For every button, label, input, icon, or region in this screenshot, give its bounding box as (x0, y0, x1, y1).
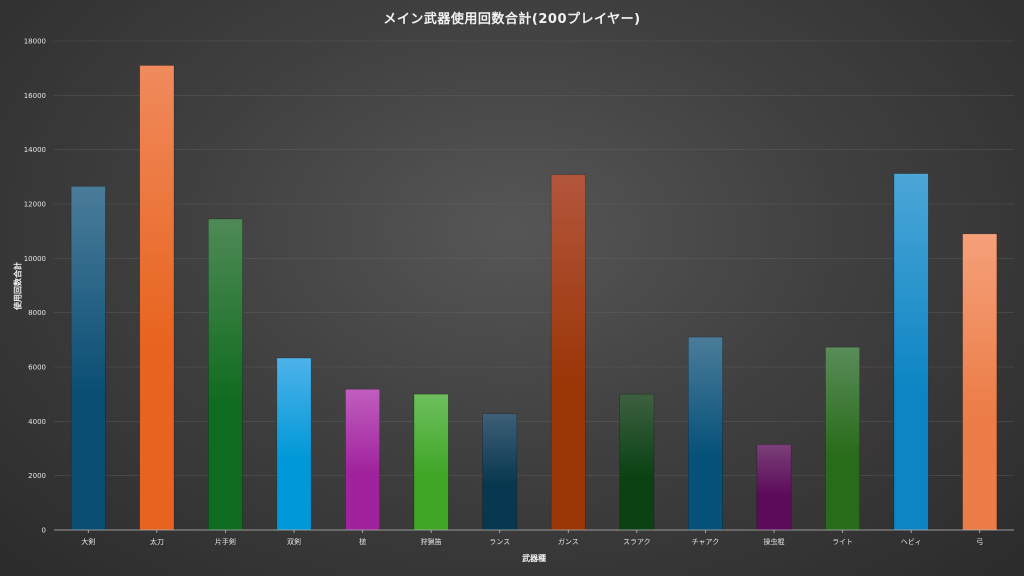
bar-ライト (825, 346, 861, 531)
y-tick-labels: 0 2000 4000 6000 8000 10000 12000 14000 16000 180… (24, 38, 46, 535)
bar-スラアク (619, 393, 655, 531)
y-tick-label: 4000 (28, 418, 46, 426)
x-tick-label: 太刀 (150, 537, 164, 546)
bar-ランス (482, 413, 518, 531)
y-tick-label: 10000 (24, 255, 46, 263)
y-tick-label: 2000 (28, 472, 46, 480)
x-tick-label: 操虫棍 (764, 537, 785, 546)
bar-弓 (962, 233, 998, 531)
x-tick-label: 大剣 (81, 537, 95, 546)
y-tick-label: 0 (42, 527, 46, 535)
bar-太刀 (139, 65, 175, 531)
x-tick-label: 弓 (976, 538, 983, 546)
x-tick-label: 槌 (359, 537, 366, 546)
bar-ヘビィ (893, 173, 929, 531)
x-tick-label: 狩猟笛 (421, 537, 442, 546)
bar-操虫棍 (756, 444, 792, 531)
y-tick-label: 8000 (28, 309, 46, 317)
bars (70, 65, 998, 531)
bar-狩猟笛 (413, 393, 449, 531)
x-tick-labels: 大剣 太刀 片手剣 双剣 槌 狩猟笛 ランス ガンス スラアク チャアク 操虫棍 ライト ヘビィ 弓 (81, 530, 983, 546)
x-tick-label: ヘビィ (901, 537, 922, 546)
x-tick-label: 双剣 (287, 538, 301, 546)
y-tick-label: 12000 (24, 201, 46, 209)
x-tick-label: ライト (832, 538, 853, 546)
grid-lines (54, 40, 1014, 476)
x-tick-label: ランス (489, 538, 510, 546)
x-tick-label: 片手剣 (215, 537, 236, 546)
bar-ガンス (550, 174, 586, 531)
y-tick-label: 6000 (28, 364, 46, 372)
x-tick-label: ガンス (558, 537, 579, 546)
x-tick-label: チャアク (692, 538, 720, 546)
bar-双剣 (276, 357, 312, 531)
y-tick-label: 14000 (24, 146, 46, 154)
y-tick-label: 16000 (24, 92, 46, 100)
bar-大剣 (70, 186, 106, 531)
x-tick-label: スラアク (623, 538, 651, 546)
chart-title: メイン武器使用回数合計(200プレイヤー) (383, 12, 641, 27)
x-axis-label: 武器種 (522, 554, 546, 563)
bar-片手剣 (207, 218, 243, 531)
bar-チャアク (687, 336, 723, 531)
y-tick-label: 18000 (24, 38, 46, 46)
bar-槌 (345, 388, 381, 531)
